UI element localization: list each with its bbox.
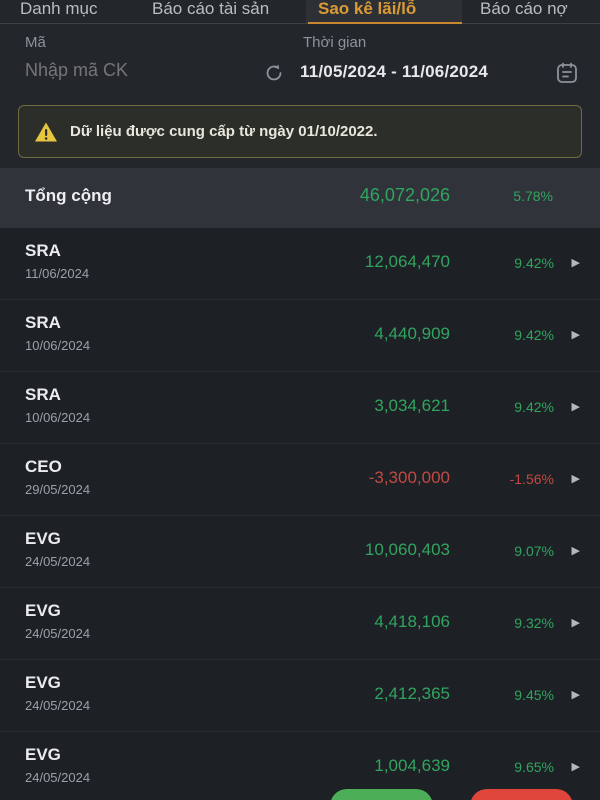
table-row[interactable]: EVG 24/05/2024 2,412,365 9.45% ▶ [0,660,600,732]
sell-button[interactable] [470,789,573,800]
warning-triangle-icon [34,121,58,143]
profit-value: -3,300,000 [368,468,450,487]
active-tab-background [306,0,462,23]
ticker-symbol: EVG [25,601,61,620]
chevron-right-icon[interactable]: ▶ [571,329,580,341]
tab-bao-cao-no[interactable]: Báo cáo nợ [480,0,568,18]
time-filter-label: Thời gian [303,34,367,51]
ticker-symbol: SRA [25,241,61,260]
trade-date: 10/06/2024 [25,338,91,353]
ticker-symbol: EVG [25,529,61,548]
ticker-symbol: SRA [25,385,61,404]
profit-value: 4,418,106 [374,612,450,631]
trade-date: 29/05/2024 [25,482,91,497]
profit-value: 4,440,909 [374,324,450,343]
filter-section: Mã Thời gian 11/05/2024 - 11/06/2024 [0,24,600,100]
summary-row: Tổng cộng 46,072,026 5.78% [0,168,600,228]
tab-danh-muc[interactable]: Danh mục [20,0,98,18]
chevron-right-icon[interactable]: ▶ [571,689,580,701]
summary-value: 46,072,026 [359,185,450,205]
chevron-right-icon[interactable]: ▶ [571,617,580,629]
chevron-right-icon[interactable]: ▶ [571,401,580,413]
trade-date: 10/06/2024 [25,410,91,425]
table-row[interactable]: EVG 24/05/2024 1,004,639 9.65% ▶ [0,732,600,800]
data-notice-text: Dữ liệu được cung cấp từ ngày 01/10/2022… [70,123,378,140]
profit-percent: 9.32% [514,615,554,631]
symbol-filter-label: Mã [25,34,46,51]
chevron-right-icon[interactable]: ▶ [571,761,580,773]
trade-date: 24/05/2024 [25,770,91,785]
profit-value: 10,060,403 [364,540,450,559]
profit-loss-list: Tổng cộng 46,072,026 5.78% SRA 11/06/202… [0,168,600,800]
top-tab-bar: Danh mục Báo cáo tài sản Sao kê lãi/lỗ B… [0,0,600,24]
profit-percent: 9.42% [514,327,554,343]
profit-value: 2,412,365 [374,684,450,703]
tabbar-divider [0,23,600,24]
chevron-right-icon[interactable]: ▶ [571,545,580,557]
table-row[interactable]: SRA 10/06/2024 4,440,909 9.42% ▶ [0,300,600,372]
tab-sao-ke-lai-lo[interactable]: Sao kê lãi/lỗ [318,0,417,18]
date-range-value[interactable]: 11/05/2024 - 11/06/2024 [300,62,488,81]
profit-percent: 9.42% [514,399,554,415]
calendar-icon[interactable] [554,60,580,86]
profit-percent: -1.56% [509,471,554,487]
summary-percent: 5.78% [513,188,553,204]
ticker-symbol: SRA [25,313,61,332]
table-row[interactable]: SRA 10/06/2024 3,034,621 9.42% ▶ [0,372,600,444]
trade-date: 24/05/2024 [25,698,91,713]
profit-value: 12,064,470 [364,252,450,271]
symbol-search-input[interactable] [25,60,245,81]
summary-label: Tổng cộng [25,186,112,205]
profit-value: 3,034,621 [374,396,450,415]
profit-percent: 9.07% [514,543,554,559]
chevron-right-icon[interactable]: ▶ [571,257,580,269]
table-row[interactable]: EVG 24/05/2024 4,418,106 9.32% ▶ [0,588,600,660]
data-notice-banner: Dữ liệu được cung cấp từ ngày 01/10/2022… [18,105,582,158]
trade-date: 11/06/2024 [25,266,90,281]
active-tab-underline [308,22,462,24]
table-row[interactable]: EVG 24/05/2024 10,060,403 9.07% ▶ [0,516,600,588]
profit-value: 1,004,639 [374,756,450,775]
table-row[interactable]: SRA 11/06/2024 12,064,470 9.42% ▶ [0,228,600,300]
profit-percent: 9.45% [514,687,554,703]
ticker-symbol: CEO [25,457,62,476]
chevron-right-icon[interactable]: ▶ [571,473,580,485]
trade-date: 24/05/2024 [25,626,91,641]
profit-percent: 9.42% [514,255,554,271]
ticker-symbol: EVG [25,745,61,764]
table-row[interactable]: CEO 29/05/2024 -3,300,000 -1.56% ▶ [0,444,600,516]
buy-button[interactable] [330,789,433,800]
tab-bao-cao-tai-san[interactable]: Báo cáo tài sản [152,0,270,18]
profit-percent: 9.65% [514,759,554,775]
refresh-icon[interactable] [263,62,285,84]
trade-date: 24/05/2024 [25,554,91,569]
ticker-symbol: EVG [25,673,61,692]
